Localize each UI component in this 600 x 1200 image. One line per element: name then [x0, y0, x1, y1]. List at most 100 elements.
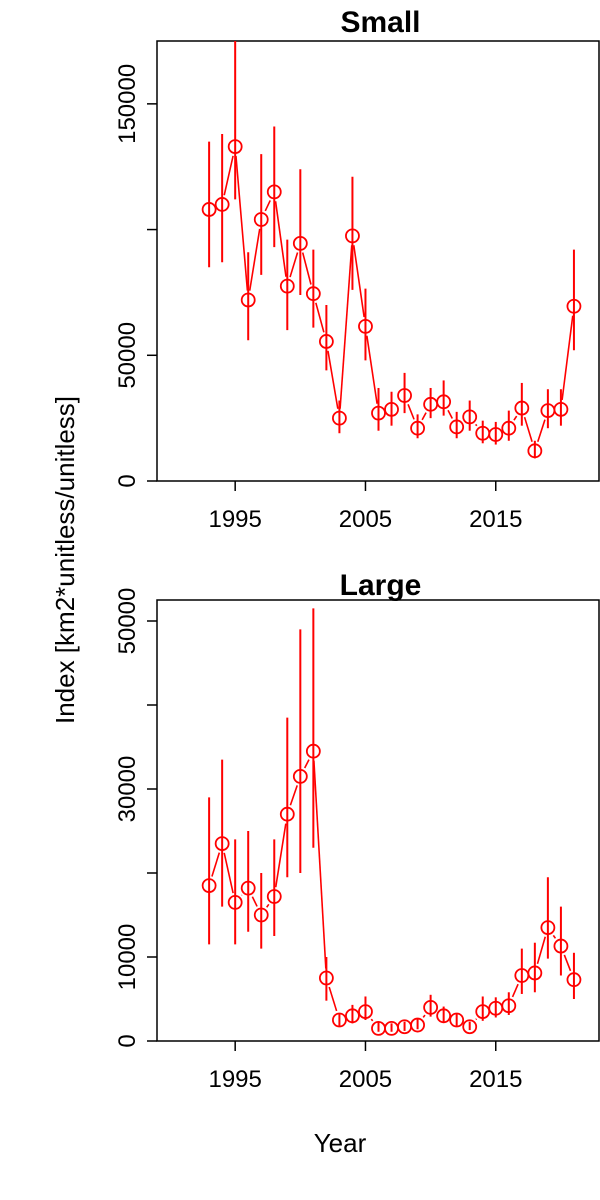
- data-point: [279, 806, 295, 822]
- data-point: [253, 907, 269, 923]
- series-line-segment: [370, 1018, 374, 1022]
- y-tick-label: 150000: [114, 64, 141, 144]
- series-line-segment: [422, 1014, 426, 1018]
- series-line-segment: [328, 986, 338, 1012]
- series-line-segment: [274, 823, 287, 888]
- series-line-segment: [315, 302, 325, 333]
- data-point: [514, 400, 530, 416]
- data-point: [318, 970, 334, 986]
- data-point: [410, 420, 425, 436]
- series-line-segment: [475, 423, 478, 427]
- data-point: [279, 278, 295, 294]
- panel-title-large: Large: [340, 569, 422, 602]
- series-line-segment: [264, 200, 271, 212]
- series-line-segment: [561, 315, 574, 401]
- plot-frame-large: [156, 599, 600, 1042]
- data-point: [332, 1012, 347, 1028]
- data-point: [566, 972, 582, 988]
- series-line-segment: [475, 1018, 478, 1021]
- data-point: [488, 427, 504, 442]
- data-point: [553, 401, 569, 417]
- y-tick-label: 0: [114, 474, 141, 487]
- data-point: [318, 334, 334, 349]
- series-line-segment: [289, 252, 299, 278]
- data-point: [397, 388, 412, 403]
- y-axis-title: Index [km2*unitless/unitless]: [50, 396, 80, 724]
- series-line-segment: [235, 155, 249, 291]
- series-line-segment: [536, 936, 547, 965]
- y-tick-label: 10000: [114, 924, 141, 991]
- panel-large: Large 0 10000 30000 50000 1995 2005 2015: [114, 569, 600, 1093]
- data-point: [201, 202, 217, 217]
- data-point: [358, 1004, 373, 1019]
- data-point: [332, 410, 347, 426]
- series-line-segment: [552, 934, 557, 939]
- y-tick-label: 50000: [114, 322, 141, 389]
- data-point: [240, 880, 256, 896]
- data-point: [371, 405, 386, 421]
- plot-frame-small: [156, 40, 600, 482]
- series-line-segment: [313, 760, 327, 969]
- data-point: [227, 139, 243, 155]
- data-point: [214, 836, 230, 851]
- x-axis-title: Year: [314, 1128, 367, 1158]
- series-line-segment: [327, 350, 339, 409]
- data-point: [553, 938, 569, 954]
- data-point: [384, 401, 399, 417]
- series-line-segment: [223, 852, 234, 894]
- series-line-segment: [447, 409, 454, 419]
- series-line-segment: [303, 759, 310, 769]
- series-line-segment: [339, 245, 353, 409]
- series-line-segment: [211, 852, 221, 877]
- data-point: [227, 895, 243, 910]
- x-tick-label: 2005: [339, 506, 392, 533]
- series-line-segment: [513, 415, 518, 421]
- panel-title-small: Small: [340, 6, 420, 39]
- data-point: [436, 394, 452, 410]
- data-point: [253, 212, 269, 227]
- data-point: [266, 889, 282, 904]
- series-line-segment: [353, 245, 365, 318]
- data-point: [423, 1000, 439, 1015]
- data-point: [540, 920, 556, 935]
- series-line-segment: [301, 252, 312, 285]
- data-point: [305, 286, 321, 302]
- data-point: [201, 878, 217, 893]
- y-tick-label: 0: [114, 1034, 141, 1047]
- series-line-segment: [421, 412, 427, 421]
- data-point: [462, 1019, 478, 1035]
- series-line-segment: [274, 201, 287, 277]
- data-point: [462, 409, 478, 425]
- series-line-segment: [223, 155, 234, 196]
- x-tick-label: 2005: [339, 1066, 392, 1093]
- data-point: [214, 197, 230, 212]
- data-point: [240, 292, 256, 308]
- series-line-segment: [266, 903, 270, 908]
- data-point: [436, 1008, 452, 1024]
- x-tick-label: 1995: [208, 506, 261, 533]
- series-line-segment: [537, 419, 546, 443]
- data-point: [292, 235, 308, 251]
- data-point: [501, 420, 517, 436]
- data-point: [358, 318, 373, 334]
- series-line-segment: [511, 983, 519, 998]
- series-line-segment: [407, 404, 415, 420]
- series-line-segment: [248, 228, 261, 291]
- series-line-segment: [251, 896, 258, 907]
- panel-small: Small 0 50000 150000 1995 2005 2015: [114, 6, 600, 533]
- data-point: [449, 1012, 465, 1028]
- data-point: [292, 769, 308, 784]
- data-point: [449, 419, 465, 435]
- data-point: [410, 1017, 425, 1033]
- series-line-segment: [366, 335, 378, 404]
- x-tick-label: 2015: [469, 506, 522, 533]
- data-point: [345, 1008, 360, 1024]
- y-tick-label: 50000: [114, 588, 141, 655]
- data-point: [266, 184, 282, 200]
- data-point: [345, 228, 360, 244]
- data-point: [527, 965, 543, 981]
- x-tick-label: 2015: [469, 1066, 522, 1093]
- x-tick-label: 1995: [208, 1066, 261, 1093]
- series-line-segment: [523, 416, 533, 442]
